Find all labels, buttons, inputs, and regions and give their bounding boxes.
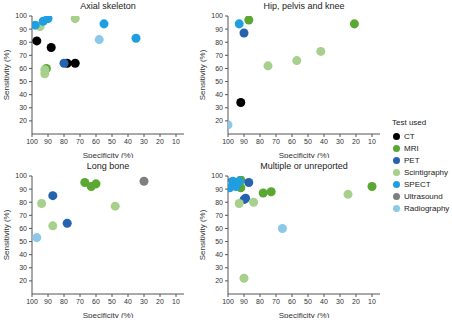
svg-text:100: 100 bbox=[211, 12, 223, 19]
svg-text:50: 50 bbox=[19, 78, 27, 85]
svg-text:80: 80 bbox=[215, 39, 223, 46]
svg-text:20: 20 bbox=[352, 138, 360, 145]
svg-text:30: 30 bbox=[215, 104, 223, 111]
svg-text:40: 40 bbox=[19, 251, 27, 258]
svg-text:50: 50 bbox=[108, 138, 116, 145]
svg-text:Sensitivity (%): Sensitivity (%) bbox=[198, 209, 207, 260]
svg-text:100: 100 bbox=[15, 12, 27, 19]
svg-text:60: 60 bbox=[19, 225, 27, 232]
svg-text:30: 30 bbox=[336, 298, 344, 305]
svg-text:100: 100 bbox=[222, 298, 234, 305]
svg-text:40: 40 bbox=[215, 251, 223, 258]
html-text:Ultrasound: Ultrasound bbox=[404, 191, 443, 201]
svg-text:50: 50 bbox=[108, 298, 116, 305]
svg-text:10: 10 bbox=[172, 138, 180, 145]
svg-text:70: 70 bbox=[19, 212, 27, 219]
html-text:Test used: Test used bbox=[392, 118, 427, 127]
html-text:Long bone: Long bone bbox=[86, 161, 130, 171]
svg-text:Specificity (%): Specificity (%) bbox=[279, 311, 330, 318]
svg-text:70: 70 bbox=[76, 138, 84, 145]
svg-text:30: 30 bbox=[336, 138, 344, 145]
html-text:CT: CT bbox=[404, 131, 415, 141]
svg-text:80: 80 bbox=[215, 199, 223, 206]
svg-text:40: 40 bbox=[215, 91, 223, 98]
svg-text:90: 90 bbox=[215, 26, 223, 33]
svg-text:80: 80 bbox=[256, 298, 264, 305]
svg-text:60: 60 bbox=[288, 138, 296, 145]
html-text:Axial skeleton: Axial skeleton bbox=[80, 1, 136, 11]
svg-text:70: 70 bbox=[215, 212, 223, 219]
svg-text:50: 50 bbox=[304, 298, 312, 305]
svg-text:30: 30 bbox=[215, 264, 223, 271]
svg-text:Sensitivity (%): Sensitivity (%) bbox=[198, 49, 207, 100]
svg-text:80: 80 bbox=[19, 39, 27, 46]
svg-text:70: 70 bbox=[272, 298, 280, 305]
svg-text:90: 90 bbox=[240, 138, 248, 145]
svg-text:80: 80 bbox=[60, 298, 68, 305]
svg-text:40: 40 bbox=[19, 91, 27, 98]
svg-text:100: 100 bbox=[211, 172, 223, 179]
svg-text:90: 90 bbox=[19, 26, 27, 33]
svg-text:30: 30 bbox=[140, 298, 148, 305]
svg-text:50: 50 bbox=[304, 138, 312, 145]
svg-text:90: 90 bbox=[19, 186, 27, 193]
svg-text:60: 60 bbox=[288, 298, 296, 305]
html-text:PET: PET bbox=[404, 155, 420, 165]
svg-text:30: 30 bbox=[140, 138, 148, 145]
svg-text:90: 90 bbox=[240, 298, 248, 305]
svg-text:70: 70 bbox=[76, 298, 84, 305]
svg-text:90: 90 bbox=[44, 298, 52, 305]
svg-text:60: 60 bbox=[19, 65, 27, 72]
html-text:Hip, pelvis and knee: Hip, pelvis and knee bbox=[263, 1, 345, 11]
svg-text:70: 70 bbox=[19, 52, 27, 59]
svg-text:Specificity (%): Specificity (%) bbox=[83, 151, 134, 158]
svg-text:80: 80 bbox=[19, 199, 27, 206]
svg-text:30: 30 bbox=[19, 264, 27, 271]
svg-text:20: 20 bbox=[19, 117, 27, 124]
svg-text:20: 20 bbox=[215, 277, 223, 284]
svg-text:50: 50 bbox=[19, 238, 27, 245]
svg-text:Sensitivity (%): Sensitivity (%) bbox=[8, 209, 11, 260]
svg-text:80: 80 bbox=[60, 138, 68, 145]
svg-text:20: 20 bbox=[215, 117, 223, 124]
svg-text:20: 20 bbox=[352, 298, 360, 305]
svg-text:20: 20 bbox=[19, 277, 27, 284]
svg-text:Specificity (%): Specificity (%) bbox=[279, 151, 330, 158]
html-text:Scintigraphy: Scintigraphy bbox=[404, 167, 448, 177]
svg-text:40: 40 bbox=[124, 298, 132, 305]
svg-text:20: 20 bbox=[156, 138, 164, 145]
svg-text:70: 70 bbox=[215, 52, 223, 59]
html-text:SPECT: SPECT bbox=[404, 179, 431, 189]
svg-text:100: 100 bbox=[26, 298, 38, 305]
svg-text:Sensitivity (%): Sensitivity (%) bbox=[8, 49, 11, 100]
svg-text:100: 100 bbox=[26, 138, 38, 145]
svg-text:100: 100 bbox=[15, 172, 27, 179]
svg-text:10: 10 bbox=[368, 138, 376, 145]
svg-text:40: 40 bbox=[320, 298, 328, 305]
svg-text:60: 60 bbox=[215, 225, 223, 232]
html-text:Multiple or unreported: Multiple or unreported bbox=[260, 161, 348, 171]
svg-text:20: 20 bbox=[156, 298, 164, 305]
svg-text:40: 40 bbox=[124, 138, 132, 145]
svg-text:30: 30 bbox=[19, 104, 27, 111]
svg-text:100: 100 bbox=[222, 138, 234, 145]
svg-text:10: 10 bbox=[368, 298, 376, 305]
svg-text:60: 60 bbox=[215, 65, 223, 72]
svg-text:50: 50 bbox=[215, 238, 223, 245]
svg-text:80: 80 bbox=[256, 138, 264, 145]
svg-text:50: 50 bbox=[215, 78, 223, 85]
svg-text:Specificity (%): Specificity (%) bbox=[83, 311, 134, 318]
svg-text:60: 60 bbox=[92, 298, 100, 305]
svg-text:70: 70 bbox=[272, 138, 280, 145]
svg-text:90: 90 bbox=[44, 138, 52, 145]
svg-text:10: 10 bbox=[172, 298, 180, 305]
html-text:Radiography: Radiography bbox=[404, 203, 450, 213]
html-text:MRI: MRI bbox=[404, 143, 419, 153]
svg-text:60: 60 bbox=[92, 138, 100, 145]
svg-text:40: 40 bbox=[320, 138, 328, 145]
svg-text:90: 90 bbox=[215, 186, 223, 193]
